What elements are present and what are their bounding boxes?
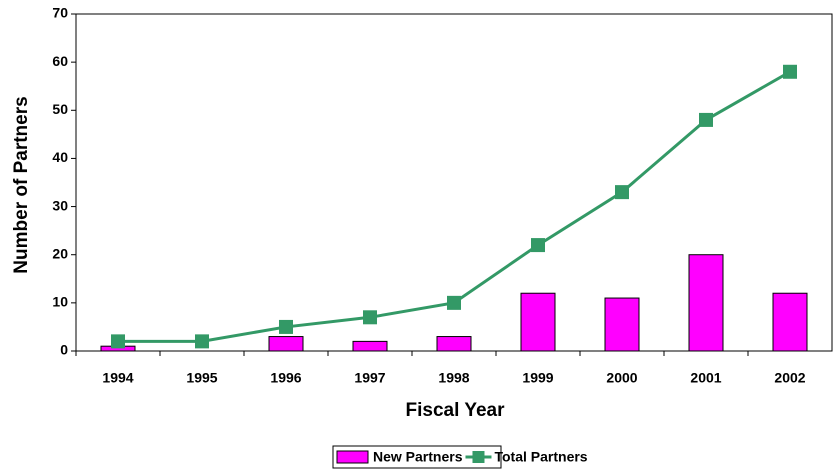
x-tick-label: 1997 xyxy=(354,370,385,386)
y-tick-label: 30 xyxy=(52,197,68,213)
x-tick-label: 2002 xyxy=(774,370,805,386)
y-tick-label: 50 xyxy=(52,101,68,117)
bar xyxy=(436,336,472,352)
y-tick-label: 10 xyxy=(52,294,68,310)
marker xyxy=(363,310,377,325)
marker xyxy=(111,334,125,349)
marker xyxy=(531,238,545,253)
legend-swatch xyxy=(472,451,485,463)
marker xyxy=(447,295,461,310)
bar xyxy=(268,336,304,352)
marker xyxy=(699,112,713,127)
x-tick-label: 1994 xyxy=(102,370,133,386)
bar xyxy=(688,254,724,352)
y-tick-label: 70 xyxy=(52,5,68,21)
bar xyxy=(604,297,640,352)
y-tick-label: 40 xyxy=(52,149,68,165)
legend-label: Total Partners xyxy=(494,449,587,465)
marker xyxy=(783,64,797,79)
x-tick-label: 1999 xyxy=(522,370,553,386)
y-tick-label: 0 xyxy=(60,342,68,358)
legend-swatch xyxy=(336,450,369,464)
marker xyxy=(195,334,209,349)
bar xyxy=(352,340,388,352)
legend-label: New Partners xyxy=(373,449,463,465)
x-axis-label: Fiscal Year xyxy=(406,400,506,421)
bar xyxy=(520,292,556,352)
x-tick-label: 2001 xyxy=(690,370,721,386)
x-tick-label: 2000 xyxy=(606,370,637,386)
y-tick-label: 20 xyxy=(52,245,68,261)
x-tick-label: 1996 xyxy=(270,370,301,386)
legend xyxy=(332,445,502,469)
bar xyxy=(772,292,808,352)
x-tick-label: 1995 xyxy=(186,370,217,386)
x-tick-label: 1998 xyxy=(438,370,469,386)
marker xyxy=(615,185,629,200)
marker xyxy=(279,319,293,334)
y-axis-label: Number of Partners xyxy=(11,96,32,273)
y-tick-label: 60 xyxy=(52,53,68,69)
